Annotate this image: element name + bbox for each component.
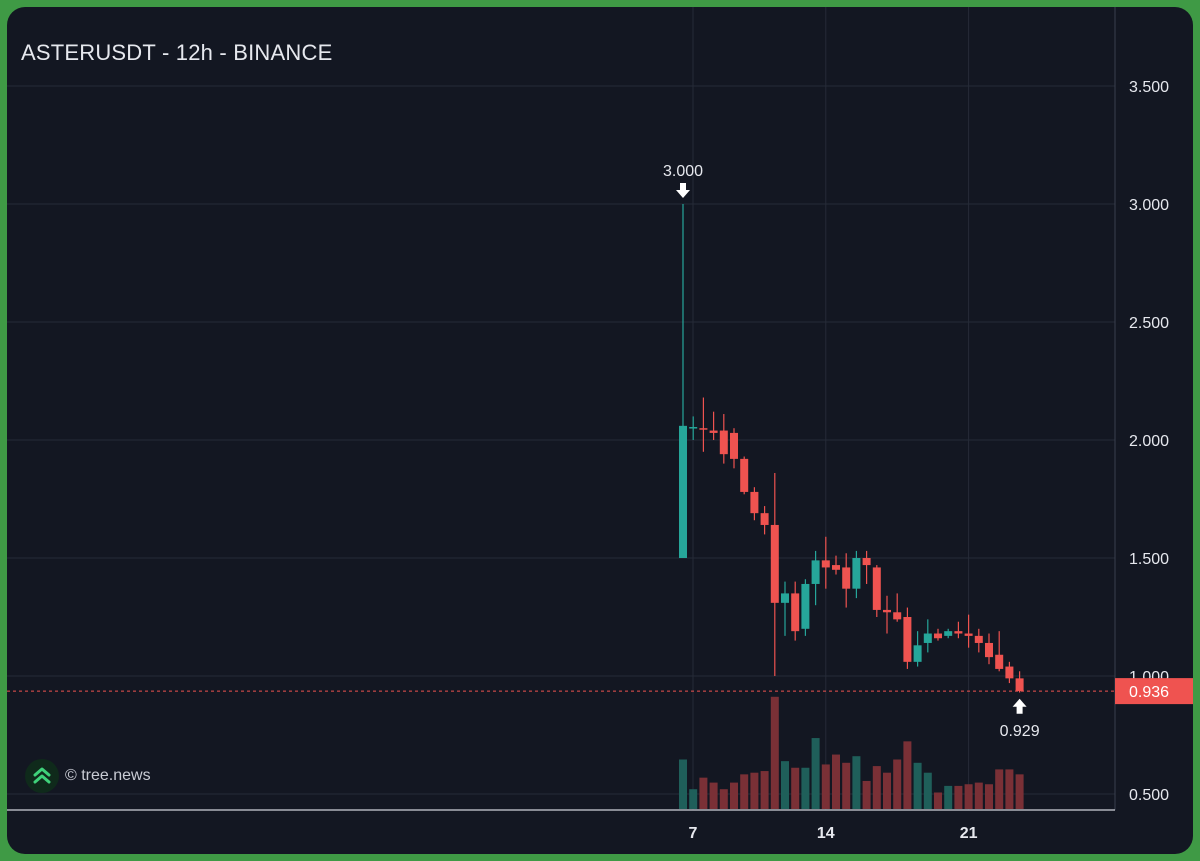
volume-bar [964,784,973,809]
brand[interactable]: © tree.news [25,759,151,793]
volume-bar [781,761,789,809]
high-annotation-label: 3.000 [663,163,703,180]
x-tick-label: 7 [689,825,698,842]
candle-body[interactable] [832,565,840,570]
arrow-down-icon [676,183,690,198]
candle-body[interactable] [872,567,881,610]
candle-body[interactable] [883,609,891,613]
candle-body[interactable] [770,524,779,603]
volume-bar [954,785,963,809]
candle-body[interactable] [760,513,769,525]
tree-news-logo-icon [25,759,59,793]
candle-body[interactable] [944,631,953,636]
candle-body[interactable] [903,617,912,662]
candle-body[interactable] [974,635,983,643]
candle-body[interactable] [689,427,698,429]
volume-bar [791,767,800,809]
volume-bar [995,769,1004,809]
candle-body[interactable] [750,491,759,514]
volume-bar [923,772,932,809]
volume-bar [821,764,830,809]
y-tick-label: 2.500 [1129,315,1169,332]
volume-bar [760,771,769,809]
candle-body[interactable] [1005,666,1014,679]
candle-body[interactable] [893,612,902,620]
volume-bar [913,762,922,809]
low-annotation-label: 0.929 [1000,723,1040,740]
candle-body[interactable] [842,567,851,589]
volume-bar [750,772,759,809]
y-tick-label: 1.500 [1129,551,1169,568]
volume-bar [709,782,718,809]
volume-bar [699,777,708,809]
candle-body[interactable] [985,642,993,658]
volume-bar [852,756,861,809]
volume-bar [689,789,698,809]
candle-body[interactable] [913,645,922,662]
candle-body[interactable] [811,560,820,584]
volume-bar [893,759,902,809]
candle-body[interactable] [934,633,942,639]
candle-body[interactable] [821,560,830,568]
candle-body[interactable] [954,631,963,634]
volume-bar [740,774,749,809]
volume-bar [1005,769,1014,809]
candle-body[interactable] [709,430,718,433]
candle-body[interactable] [699,428,708,430]
volume-bar [872,766,881,809]
candle-body[interactable] [923,633,932,643]
volume-bar [1015,774,1024,809]
volume-bar [832,754,840,809]
chart-title: ASTERUSDT - 12h - BINANCE [21,40,333,65]
candle-body[interactable] [730,432,738,459]
volume-bar [985,784,993,809]
volume-bar [719,789,728,809]
candle-body[interactable] [719,430,728,455]
x-tick-label: 21 [960,825,978,842]
last-price-badge [1115,678,1193,705]
volume-bar [862,780,871,809]
chart-frame: 3.500 3.000 2.500 2.000 1.500 1.000 0.500 7 14 21… [7,7,1193,854]
arrow-up-icon [1012,698,1027,714]
volume-bar [842,762,851,809]
y-tick-label: 3.500 [1129,79,1169,96]
last-price-label: 0.936 [1129,684,1169,701]
candle-body[interactable] [995,654,1004,669]
volume-bar [801,767,810,809]
candle-body[interactable] [862,558,871,566]
candle-body[interactable] [740,458,749,492]
volume-bar [934,792,942,809]
volume-bar [730,782,738,809]
candle-body[interactable] [679,425,687,558]
candle-body[interactable] [781,593,789,603]
y-tick-label: 0.500 [1129,787,1169,804]
y-tick-label: 3.000 [1129,197,1169,214]
y-tick-label: 2.000 [1129,433,1169,450]
brand-text: © tree.news [65,767,151,784]
volume-bar [944,785,953,809]
volume-bar [811,738,820,809]
candle-body[interactable] [964,633,973,636]
x-tick-label: 14 [817,825,835,842]
volume-bar [770,696,779,809]
volume-bar [903,741,912,809]
candle-body[interactable] [1015,678,1024,692]
candle-body[interactable] [791,593,800,632]
candle-body[interactable] [801,583,810,629]
volume-bar [974,782,983,809]
volume-bar [679,759,687,809]
volume-bar [883,772,891,809]
candle-body[interactable] [852,558,861,589]
